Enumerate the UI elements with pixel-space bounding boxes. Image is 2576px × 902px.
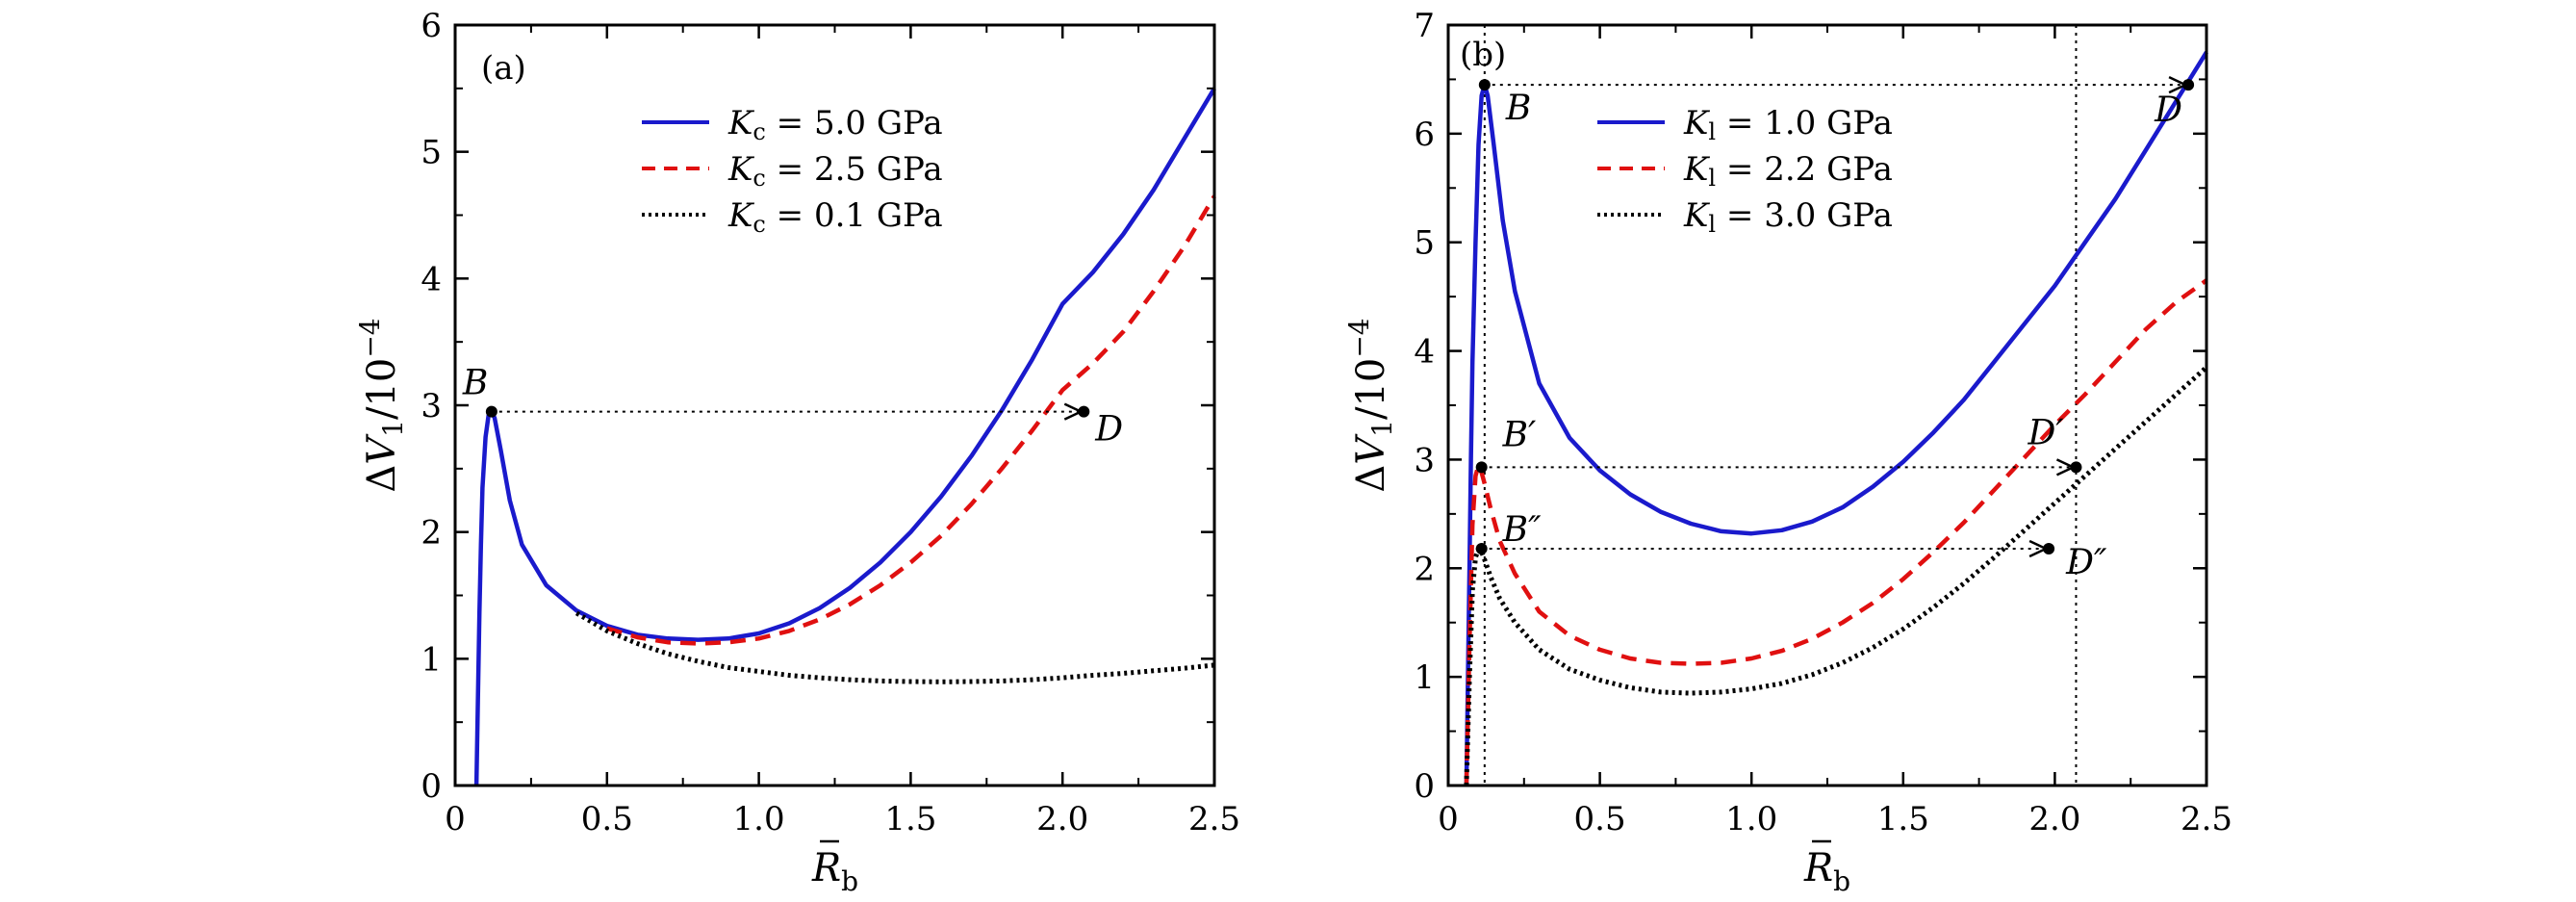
panel-b-series-kl-2-2-gpa xyxy=(1464,278,2208,786)
panel-a-legend: Kc = 5.0 GPa Kc = 2.5 GPa Kc = 0.1 GPa xyxy=(642,104,943,238)
legend-label-kc-5: Kc = 5.0 GPa xyxy=(727,104,943,145)
legend-label-kc-2-5: Kc = 2.5 GPa xyxy=(727,150,943,192)
panel-a-xtick-label-2: 1.0 xyxy=(733,800,785,838)
panel-a-xtick-label-1: 0.5 xyxy=(581,800,633,838)
panel-a-ytick-label-3: 3 xyxy=(421,387,442,425)
panel-a-xtick-label-3: 1.5 xyxy=(884,800,936,838)
panel-a-annotation-1: D xyxy=(1094,410,1123,450)
panel-b-annotation-2: B′ xyxy=(1502,415,1537,454)
panel-b-point-1 xyxy=(2182,79,2195,91)
panel-a-ytick-label-5: 5 xyxy=(421,134,442,172)
panel-b-ytick-label-5: 5 xyxy=(1414,224,1435,263)
panel-b-ytick-label-6: 6 xyxy=(1414,116,1435,154)
panel-b-ytick-label-3: 3 xyxy=(1414,441,1435,479)
panel-b-annotation-5: D″ xyxy=(2065,543,2107,582)
panel-b-point-5 xyxy=(2043,542,2055,554)
panel-b-ytick-label-1: 1 xyxy=(1414,658,1435,697)
panel-a-ytick-label-1: 1 xyxy=(421,640,442,679)
panel-a-annotation-0: B xyxy=(462,364,488,403)
panel-a-ytick-label-2: 2 xyxy=(421,514,442,553)
panel-b-frame xyxy=(1446,23,2208,787)
panel-a-series-kc-2-5-gpa xyxy=(606,194,1216,646)
panel-a-series-kc-0-1-gpa xyxy=(574,610,1215,684)
legend-label-kl-2-2: Kl = 2.2 GPa xyxy=(1683,150,1893,192)
panel-b-xtick-label-3: 1.5 xyxy=(1877,800,1929,838)
panel-b-xtick-label-4: 2.0 xyxy=(2028,800,2080,838)
legend-label-kl-1: Kl = 1.0 GPa xyxy=(1683,104,1893,145)
panel-a-ylabel: ΔV1/10−4 xyxy=(354,318,409,492)
panel-b-ytick-label-7: 7 xyxy=(1414,7,1435,45)
panel-a-xtick-label-0: 0 xyxy=(445,800,466,838)
panel-b-point-0 xyxy=(1478,79,1491,91)
panel-a-xtick-label-4: 2.0 xyxy=(1036,800,1088,838)
panel-b-xtick-label-2: 1.0 xyxy=(1725,800,1777,838)
panel-a-frame xyxy=(453,23,1216,787)
panel-b-xtick-label-5: 2.5 xyxy=(2181,800,2232,838)
panel-b-point-4 xyxy=(1475,542,1488,554)
panel-a-xlabel: Rb xyxy=(811,846,858,897)
panel-a-ytick-label-0: 0 xyxy=(421,767,442,806)
panel-b-ylabel: ΔV1/10−4 xyxy=(1343,318,1398,492)
panel-b-annotation-3: D′ xyxy=(2027,413,2063,452)
panel-a-xtick-label-5: 2.5 xyxy=(1188,800,1240,838)
legend-label-kc-0-1: Kc = 0.1 GPa xyxy=(727,196,943,238)
panel-b-point-2 xyxy=(1475,461,1488,474)
panel-b-annotation-0: B xyxy=(1505,89,1531,128)
panel-b-plot-area: B D B′ D′ B″ D″ xyxy=(1464,25,2208,786)
panel-a-tag: (a) xyxy=(481,49,526,88)
panel-b-xtick-label-1: 0.5 xyxy=(1574,800,1626,838)
panel-a-point-0 xyxy=(485,405,497,418)
panel-b-legend: Kl = 1.0 GPa Kl = 2.2 GPa Kl = 3.0 GPa xyxy=(1597,104,1893,238)
panel-b-ytick-label-4: 4 xyxy=(1414,333,1435,372)
panel-b-ytick-label-2: 2 xyxy=(1414,550,1435,588)
panel-b-tag: (b) xyxy=(1460,36,1506,74)
panel-b-series-kl-1-0-gpa xyxy=(1464,51,2208,786)
legend-label-kl-3: Kl = 3.0 GPa xyxy=(1683,196,1893,238)
panel-b-point-3 xyxy=(2070,461,2082,474)
panel-b-xtick-label-0: 0 xyxy=(1438,800,1459,838)
panel-b-xlabel: Rb xyxy=(1803,846,1850,897)
panel-b-series-kl-3-0-gpa xyxy=(1464,365,2208,786)
panel-a-ytick-label-6: 6 xyxy=(421,7,442,45)
panel-b-annotation-4: B″ xyxy=(1502,510,1542,550)
panel-b-ytick-label-0: 0 xyxy=(1414,767,1435,806)
panel-b-ticks: 0 0.5 1.0 1.5 2.0 2.5 0 1 2 3 4 5 6 7 xyxy=(1414,7,2232,838)
panel-a-ticks: 0 0.5 1.0 1.5 2.0 2.5 0 1 2 3 4 5 6 xyxy=(421,7,1240,838)
panel-a-ytick-label-4: 4 xyxy=(421,260,442,298)
panel-a-point-1 xyxy=(1078,405,1090,418)
panel-a-series-kc-5-0-gpa xyxy=(473,87,1216,786)
panel-b-annotation-1: D xyxy=(2154,90,2182,130)
panel-a-plot-area: BD xyxy=(462,87,1216,786)
